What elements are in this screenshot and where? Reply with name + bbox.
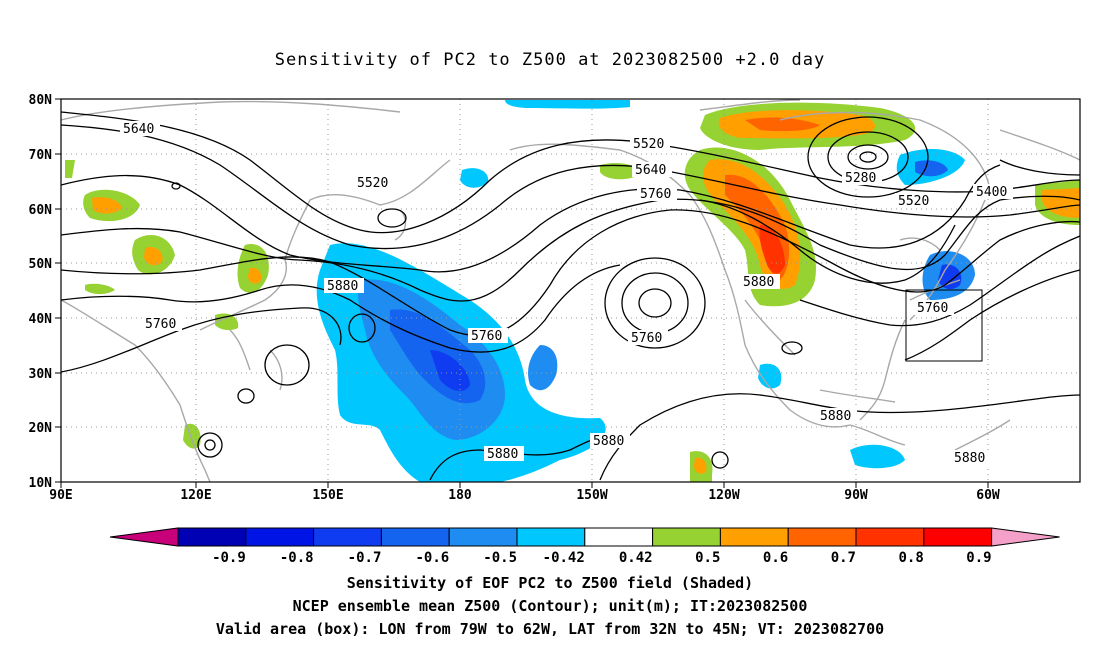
colorbar-swatch: [923, 527, 993, 547]
colorbar-label: -0.42: [543, 550, 585, 566]
contour-label: 5280: [845, 171, 876, 186]
lon-tick-label: 180: [448, 488, 472, 503]
lon-tick-label: 150E: [312, 488, 343, 503]
lon-tick-label: 120E: [180, 488, 211, 503]
caption-line-2: NCEP ensemble mean Z500 (Contour); unit(…: [292, 597, 808, 615]
contour-label: 5880: [593, 434, 624, 449]
colorbar-label: -0.5: [483, 550, 517, 566]
lon-tick-label: 90W: [844, 488, 868, 503]
lat-tick-label: 40N: [29, 312, 53, 327]
valid-area-box: [905, 289, 983, 362]
negative-sensitivity-shading: [316, 100, 975, 482]
colorbar-label: -0.6: [415, 550, 449, 566]
map-frame: [60, 98, 1081, 483]
contour-label-group: 5640 5520 5760 5880 5520 5640 5760 5760 …: [120, 121, 1013, 466]
map-title: Sensitivity of PC2 to Z500 at 2023082500…: [274, 50, 826, 70]
colorbar-swatch: [380, 527, 450, 547]
contour-label: 5520: [898, 194, 929, 209]
contour-label: 5760: [917, 301, 948, 316]
contour-label: 5640: [123, 122, 154, 137]
colorbar: -0.9 -0.8 -0.7 -0.6 -0.5 -0.42 0.42 0.5 0.6 0.7 0.…: [109, 527, 1060, 566]
latitude-axis: 80N 70N 60N 50N 40N 30N 20N 10N: [29, 93, 53, 491]
contour-label: 5400: [976, 185, 1007, 200]
contour-label: 5880: [327, 279, 358, 294]
positive-sensitivity-shading: [65, 102, 1080, 482]
colorbar-swatch: [313, 527, 382, 547]
caption-line-3: Valid area (box): LON from 79W to 62W, L…: [215, 620, 885, 638]
lat-tick-label: 70N: [29, 148, 53, 163]
contour-label: 5520: [633, 137, 664, 152]
colorbar-swatch: [652, 527, 721, 547]
caption-line-1: Sensitivity of EOF PC2 to Z500 field (Sh…: [346, 574, 754, 592]
colorbar-swatch: [516, 527, 586, 547]
lat-tick-label: 30N: [29, 367, 53, 382]
contour-label: 5880: [820, 409, 851, 424]
colorbar-swatch: [855, 527, 925, 547]
colorbar-label: 0.9: [966, 550, 991, 566]
lat-tick-label: 60N: [29, 203, 53, 218]
axis-ticks: [55, 98, 989, 488]
lat-tick-label: 50N: [29, 257, 53, 272]
contour-label: 5760: [145, 317, 176, 332]
lon-tick-label: 90E: [49, 488, 72, 503]
colorbar-swatch: [584, 527, 654, 547]
colorbar-label: 0.7: [831, 550, 856, 566]
lon-tick-label: 60W: [976, 488, 1000, 503]
colorbar-label: 0.42: [619, 550, 653, 566]
colorbar-low-extension: [109, 527, 179, 547]
colorbar-label: -0.9: [212, 550, 246, 566]
contour-label: 5640: [635, 163, 666, 178]
contour-label: 5880: [743, 275, 774, 290]
colorbar-label: 0.5: [695, 550, 720, 566]
colorbar-label: 0.6: [763, 550, 788, 566]
lat-tick-label: 20N: [29, 421, 53, 436]
colorbar-label: -0.8: [280, 550, 314, 566]
colorbar-high-extension: [991, 527, 1060, 547]
colorbar-swatch: [719, 527, 789, 547]
contour-label: 5880: [487, 447, 518, 462]
lat-tick-label: 10N: [29, 476, 53, 491]
contour-label: 5760: [640, 187, 671, 202]
lat-tick-label: 80N: [29, 93, 53, 108]
colorbar-swatch: [245, 527, 315, 547]
lon-tick-label: 120W: [708, 488, 739, 503]
coastlines: [61, 99, 1080, 482]
contour-label: 5760: [471, 329, 502, 344]
colorbar-label: -0.7: [348, 550, 382, 566]
longitude-axis: 90E 120E 150E 180 150W 120W 90W 60W: [49, 488, 1000, 503]
colorbar-swatch: [177, 527, 247, 547]
contour-label: 5880: [954, 451, 985, 466]
lon-tick-label: 150W: [576, 488, 607, 503]
colorbar-swatch: [787, 527, 857, 547]
contour-label: 5520: [357, 176, 388, 191]
colorbar-label: 0.8: [899, 550, 924, 566]
contour-label: 5760: [631, 331, 662, 346]
colorbar-swatch: [448, 527, 518, 547]
